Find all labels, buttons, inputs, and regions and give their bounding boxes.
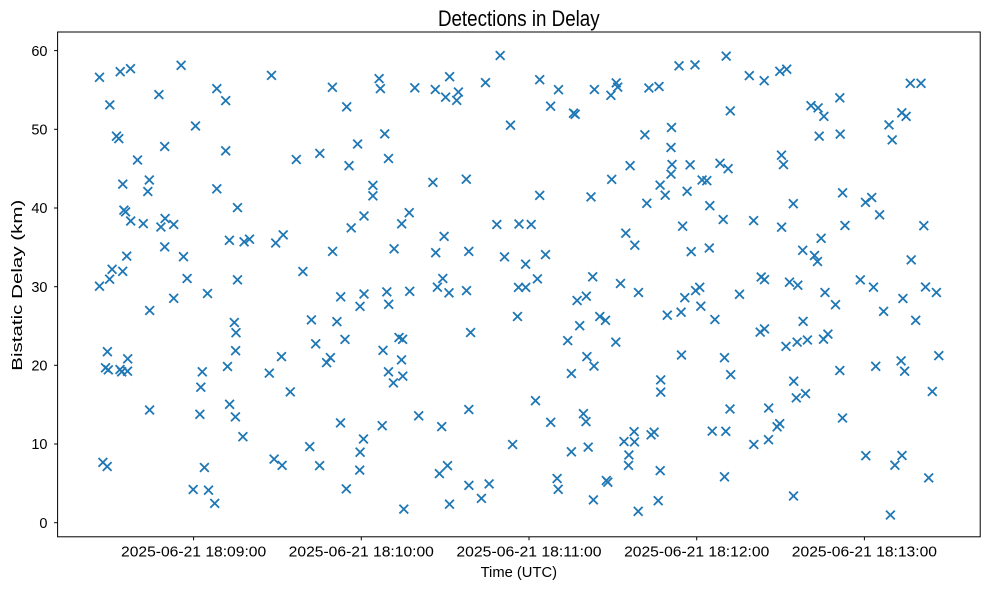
svg-text:10: 10	[31, 437, 47, 453]
svg-text:2025-06-21 18:09:00: 2025-06-21 18:09:00	[121, 545, 266, 561]
svg-text:60: 60	[31, 44, 47, 60]
svg-text:Bistatic Delay (km): Bistatic Delay (km)	[10, 200, 26, 371]
svg-text:30: 30	[31, 280, 47, 296]
svg-text:2025-06-21 18:13:00: 2025-06-21 18:13:00	[792, 545, 937, 561]
svg-text:40: 40	[31, 201, 47, 217]
svg-text:2025-06-21 18:11:00: 2025-06-21 18:11:00	[456, 545, 601, 561]
svg-text:20: 20	[31, 359, 47, 375]
svg-text:2025-06-21 18:10:00: 2025-06-21 18:10:00	[289, 545, 434, 561]
svg-text:0: 0	[39, 516, 47, 532]
svg-text:2025-06-21 18:12:00: 2025-06-21 18:12:00	[624, 545, 769, 561]
svg-text:50: 50	[31, 123, 47, 139]
svg-text:Detections in Delay: Detections in Delay	[438, 6, 600, 31]
svg-text:Time (UTC): Time (UTC)	[481, 565, 557, 581]
